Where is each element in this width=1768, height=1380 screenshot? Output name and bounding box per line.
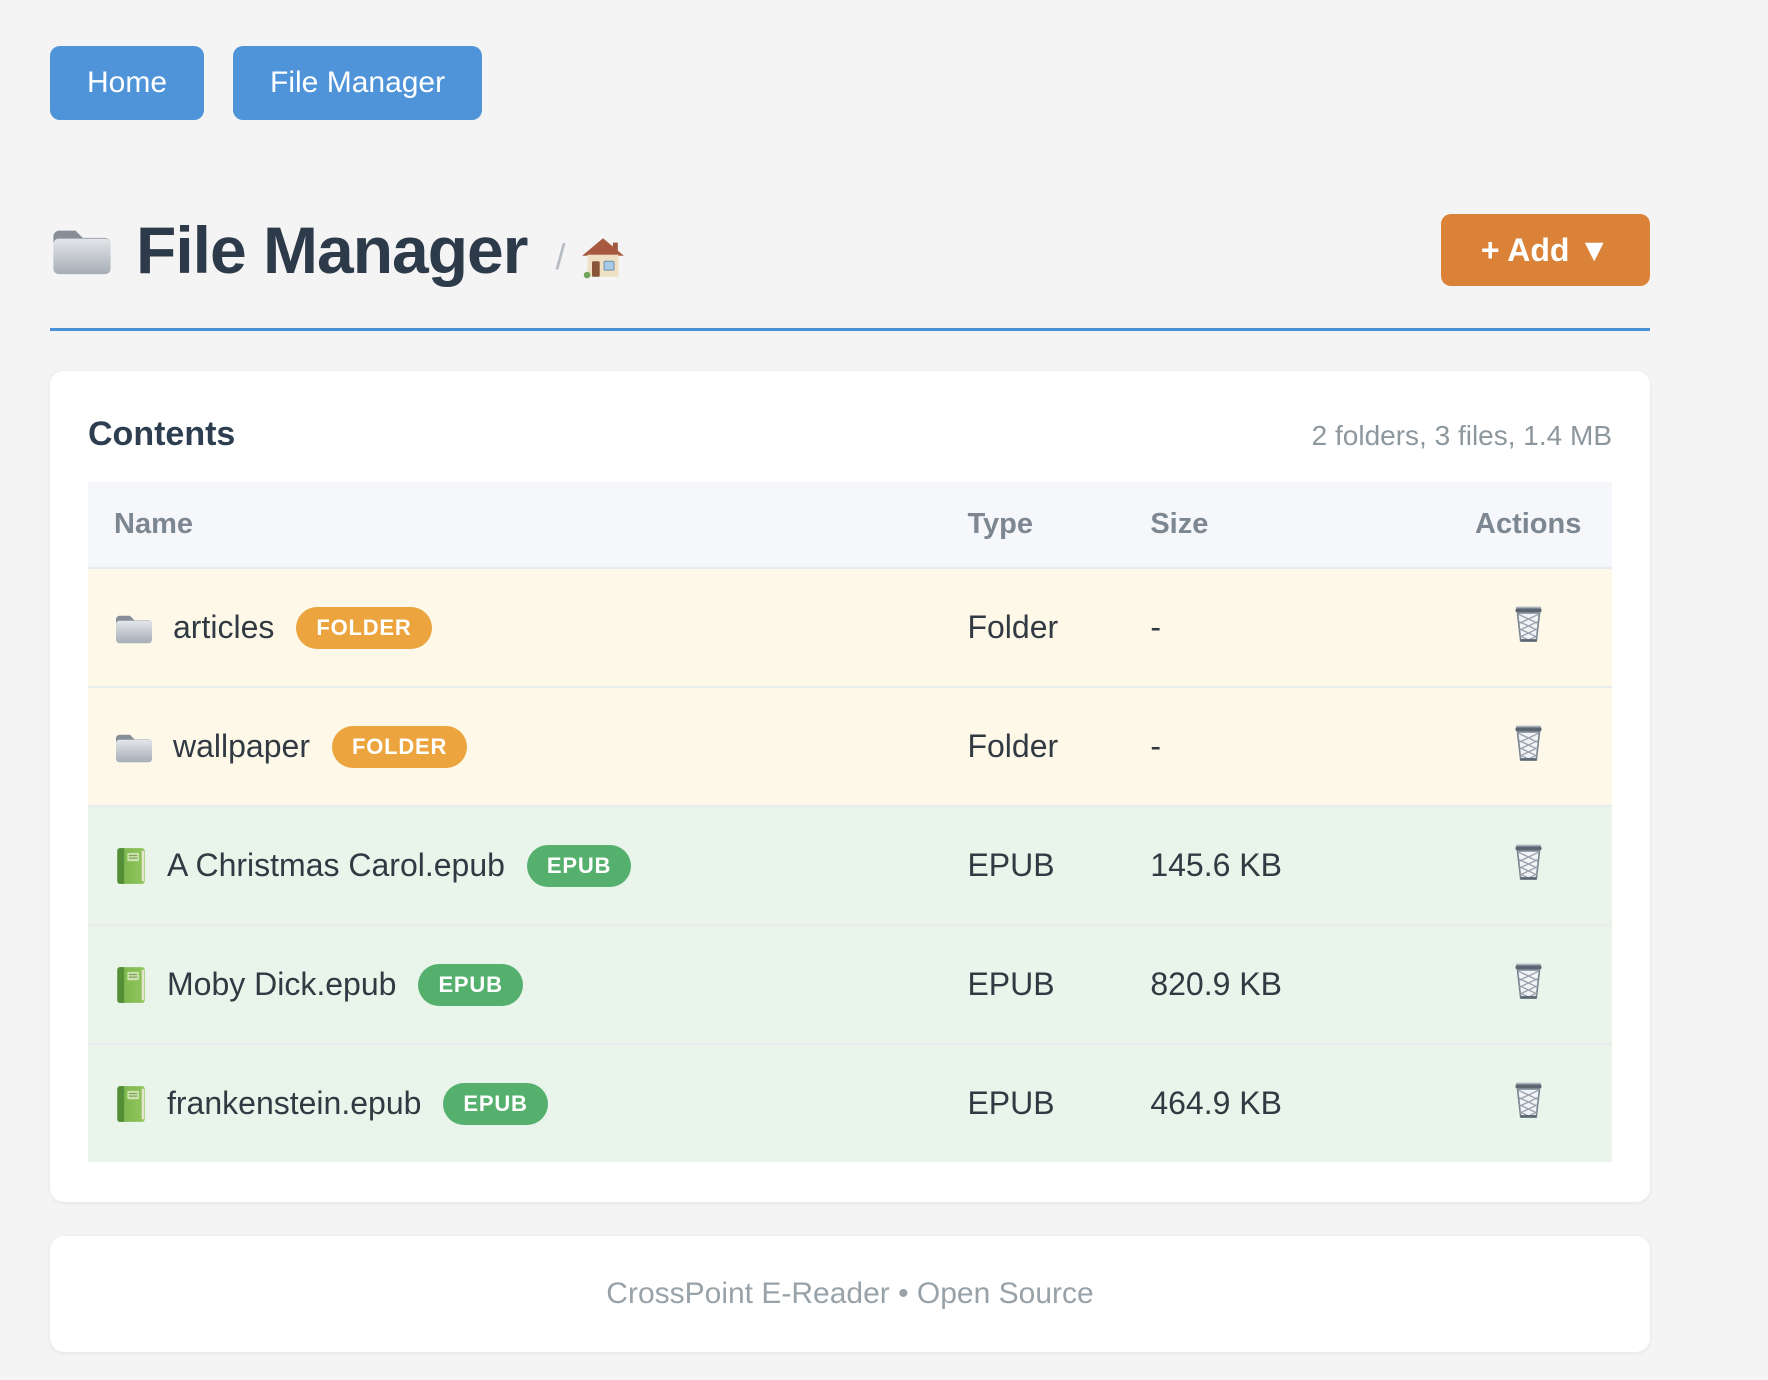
breadcrumb: / xyxy=(555,236,566,277)
add-dropdown-button[interactable]: + Add ▼ xyxy=(1440,214,1650,286)
table-row[interactable]: wallpaper FOLDER Folder - xyxy=(88,687,1612,807)
delete-button[interactable] xyxy=(1511,603,1546,644)
contents-card-header: Contents 2 folders, 3 files, 1.4 MB xyxy=(88,415,1612,454)
file-type: EPUB xyxy=(941,806,1125,926)
footer-text: CrossPoint E-Reader • Open Source xyxy=(606,1277,1094,1310)
contents-heading: Contents xyxy=(88,415,236,453)
file-name: articles xyxy=(173,609,275,645)
delete-button[interactable] xyxy=(1511,960,1546,1001)
file-type: EPUB xyxy=(941,1044,1125,1162)
file-name: frankenstein.epub xyxy=(167,1085,422,1121)
column-header-name: Name xyxy=(88,482,942,569)
file-size: 820.9 KB xyxy=(1124,925,1445,1045)
column-header-actions: Actions xyxy=(1444,482,1612,569)
epub-badge: EPUB xyxy=(443,1082,548,1125)
home-icon[interactable] xyxy=(581,237,625,279)
epub-badge: EPUB xyxy=(526,844,632,887)
delete-button[interactable] xyxy=(1511,722,1546,763)
title-divider xyxy=(50,328,1650,331)
file-size: 145.6 KB xyxy=(1124,806,1445,926)
title-wrap: File Manager / xyxy=(50,212,625,288)
book-icon xyxy=(114,846,148,886)
contents-card: Contents 2 folders, 3 files, 1.4 MB Name… xyxy=(50,371,1650,1202)
file-type: EPUB xyxy=(941,925,1125,1045)
book-icon xyxy=(114,965,148,1005)
table-row[interactable]: articles FOLDER Folder - xyxy=(88,568,1612,688)
epub-badge: EPUB xyxy=(418,963,523,1006)
delete-button[interactable] xyxy=(1511,1079,1546,1120)
column-header-type: Type xyxy=(941,482,1125,569)
trash-icon xyxy=(1511,841,1546,882)
file-size: 464.9 KB xyxy=(1124,1044,1445,1162)
nav-home-button[interactable]: Home xyxy=(50,46,205,120)
nav-file-manager-button[interactable]: File Manager xyxy=(233,46,483,120)
table-row[interactable]: Moby Dick.epub EPUB EPUB 820.9 KB xyxy=(88,925,1612,1045)
file-table: Name Type Size Actions articles FOLDER F… xyxy=(88,482,1612,1162)
file-size: - xyxy=(1124,687,1445,807)
trash-icon xyxy=(1511,1079,1546,1120)
table-row[interactable]: A Christmas Carol.epub EPUB EPUB 145.6 K… xyxy=(88,806,1612,926)
page-content: Home File Manager File Manager / + Add ▼… xyxy=(50,0,1650,1352)
folder-icon xyxy=(114,730,154,764)
file-size: - xyxy=(1124,568,1445,688)
file-type: Folder xyxy=(941,568,1125,688)
column-header-size: Size xyxy=(1124,482,1445,569)
page-title: File Manager xyxy=(136,213,528,287)
top-nav: Home File Manager xyxy=(50,0,1650,120)
folder-icon xyxy=(50,223,114,277)
file-name: Moby Dick.epub xyxy=(167,966,397,1002)
file-type: Folder xyxy=(941,687,1125,807)
contents-summary: 2 folders, 3 files, 1.4 MB xyxy=(1311,420,1612,451)
table-row[interactable]: frankenstein.epub EPUB EPUB 464.9 KB xyxy=(88,1044,1612,1162)
book-icon xyxy=(114,1084,148,1124)
file-name: wallpaper xyxy=(173,728,310,764)
table-header-row: Name Type Size Actions xyxy=(88,482,1612,569)
trash-icon xyxy=(1511,722,1546,763)
folder-icon xyxy=(114,611,154,645)
delete-button[interactable] xyxy=(1511,841,1546,882)
footer: CrossPoint E-Reader • Open Source xyxy=(50,1236,1650,1352)
file-name: A Christmas Carol.epub xyxy=(167,847,505,883)
page-header: File Manager / + Add ▼ xyxy=(50,212,1650,288)
folder-badge: FOLDER xyxy=(296,606,432,649)
trash-icon xyxy=(1511,603,1546,644)
folder-badge: FOLDER xyxy=(331,725,468,768)
trash-icon xyxy=(1511,960,1546,1001)
